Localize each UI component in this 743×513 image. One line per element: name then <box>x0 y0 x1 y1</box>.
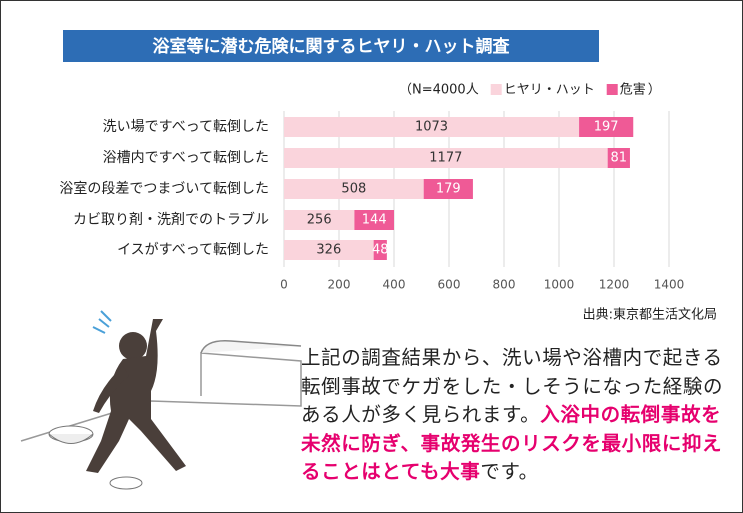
body-text-normal: です。 <box>480 460 538 483</box>
x-tick-label: 1000 <box>544 278 575 292</box>
x-tick-label: 1200 <box>599 278 630 292</box>
x-tick-label: 0 <box>280 278 288 292</box>
x-tick-label: 200 <box>328 278 351 292</box>
value-label: 144 <box>362 213 387 228</box>
y-tick-label: イスがすべって転倒した <box>117 242 269 258</box>
legend-label: ヒヤリ・ハット <box>504 83 595 98</box>
value-label: 326 <box>316 243 341 258</box>
source: 出典:東京都生活文化局 <box>583 307 717 323</box>
body-text: 上記の調査結果から、洗い場や浴槽内で起きる転倒事故でケガをした・しそうになった経… <box>301 344 733 487</box>
x-tick-label: 400 <box>383 278 406 292</box>
value-label: 81 <box>611 151 628 166</box>
value-label: 48 <box>372 243 389 258</box>
x-tick-label: 1400 <box>654 278 685 292</box>
value-label: 256 <box>307 213 332 228</box>
illustration <box>21 311 301 489</box>
chart-title: 浴室等に潜む危険に関するヒヤリ・ハット調査 <box>153 36 511 57</box>
y-tick-label: 洗い場ですべって転倒した <box>103 119 269 135</box>
legend-suffix: ） <box>648 83 661 98</box>
y-tick-label: 浴室の段差でつまづいて転倒した <box>59 180 269 197</box>
y-tick-label: 浴槽内ですべって転倒した <box>103 150 269 166</box>
x-tick-label: 600 <box>438 278 461 292</box>
y-tick-label: カビ取り剤・洗剤でのトラブル <box>73 211 269 228</box>
value-label: 1073 <box>415 120 448 135</box>
legend-prefix: （N=4000人 <box>399 83 479 98</box>
page: 浴室等に潜む危険に関するヒヤリ・ハット調査 出典:東京都生活文化局 0 200 40… <box>0 0 743 513</box>
value-label: 197 <box>594 120 619 135</box>
value-label: 1177 <box>429 151 462 166</box>
legend-swatch <box>491 84 502 95</box>
value-label: 179 <box>436 182 461 197</box>
legend-swatch <box>607 84 618 95</box>
x-tick-label: 800 <box>493 278 516 292</box>
value-label: 508 <box>341 182 366 197</box>
legend-label: 危害 <box>620 82 646 98</box>
